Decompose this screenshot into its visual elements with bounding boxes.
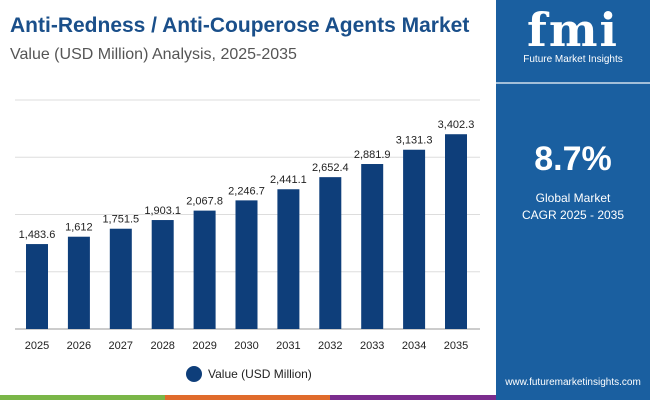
x-tick-label: 2029 (192, 340, 216, 352)
legend-swatch (186, 366, 202, 382)
data-label: 1,903.1 (144, 205, 181, 217)
bar (277, 189, 300, 329)
data-label: 2,881.9 (354, 149, 391, 161)
chart-title: Anti-Redness / Anti-Couperose Agents Mar… (10, 14, 470, 37)
bar (361, 164, 384, 329)
bar (109, 228, 132, 329)
bar (151, 220, 174, 329)
x-tick-label: 2031 (276, 340, 300, 352)
logo-caption: Future Market Insights (523, 54, 623, 65)
fmi-logo: fmi Future Market Insights (496, 4, 650, 65)
cagr-value: 8.7% (534, 140, 612, 178)
data-label: 1,612 (65, 222, 93, 234)
sidebar-panel: fmi Future Market Insights 8.7% Global M… (496, 0, 650, 400)
cagr-label: Global Market CAGR 2025 - 2035 (521, 191, 625, 222)
bar (67, 236, 90, 329)
bar (403, 149, 426, 329)
x-tick-label: 2028 (150, 340, 174, 352)
x-tick-label: 2033 (360, 340, 384, 352)
legend-label: Value (USD Million) (208, 367, 312, 381)
x-tick-label: 2027 (109, 340, 133, 352)
x-tick-label: 2035 (444, 340, 468, 352)
data-label: 2,652.4 (312, 162, 349, 174)
x-tick-label: 2026 (67, 340, 91, 352)
stripe-orange (165, 395, 330, 400)
data-label: 2,246.7 (228, 185, 265, 197)
bar-chart: 1,483.6 2025 1,612 2026 1,751.5 2027 1,903.1 20… (15, 99, 480, 352)
chart-subtitle: Value (USD Million) Analysis, 2025-2035 (10, 46, 297, 63)
bar (445, 134, 467, 329)
stripe-green (0, 395, 165, 400)
data-label: 3,131.3 (396, 135, 433, 147)
x-tick-label: 2025 (25, 340, 49, 352)
x-tick-label: 2030 (234, 340, 258, 352)
divider (496, 82, 650, 84)
data-label: 3,402.3 (438, 119, 475, 131)
bar (235, 200, 258, 329)
data-label: 2,067.8 (186, 196, 223, 208)
x-tick-label: 2034 (402, 340, 426, 352)
bar (26, 244, 48, 329)
stripe-purple (330, 395, 496, 400)
legend: Value (USD Million) (186, 366, 312, 382)
bar (319, 177, 342, 329)
data-label: 2,441.1 (270, 174, 307, 186)
data-label: 1,751.5 (102, 214, 139, 226)
x-tick-label: 2032 (318, 340, 342, 352)
data-label: 1,483.6 (19, 229, 56, 241)
bar (193, 210, 216, 329)
website-link[interactable]: www.futuremarketinsights.com (505, 377, 641, 388)
